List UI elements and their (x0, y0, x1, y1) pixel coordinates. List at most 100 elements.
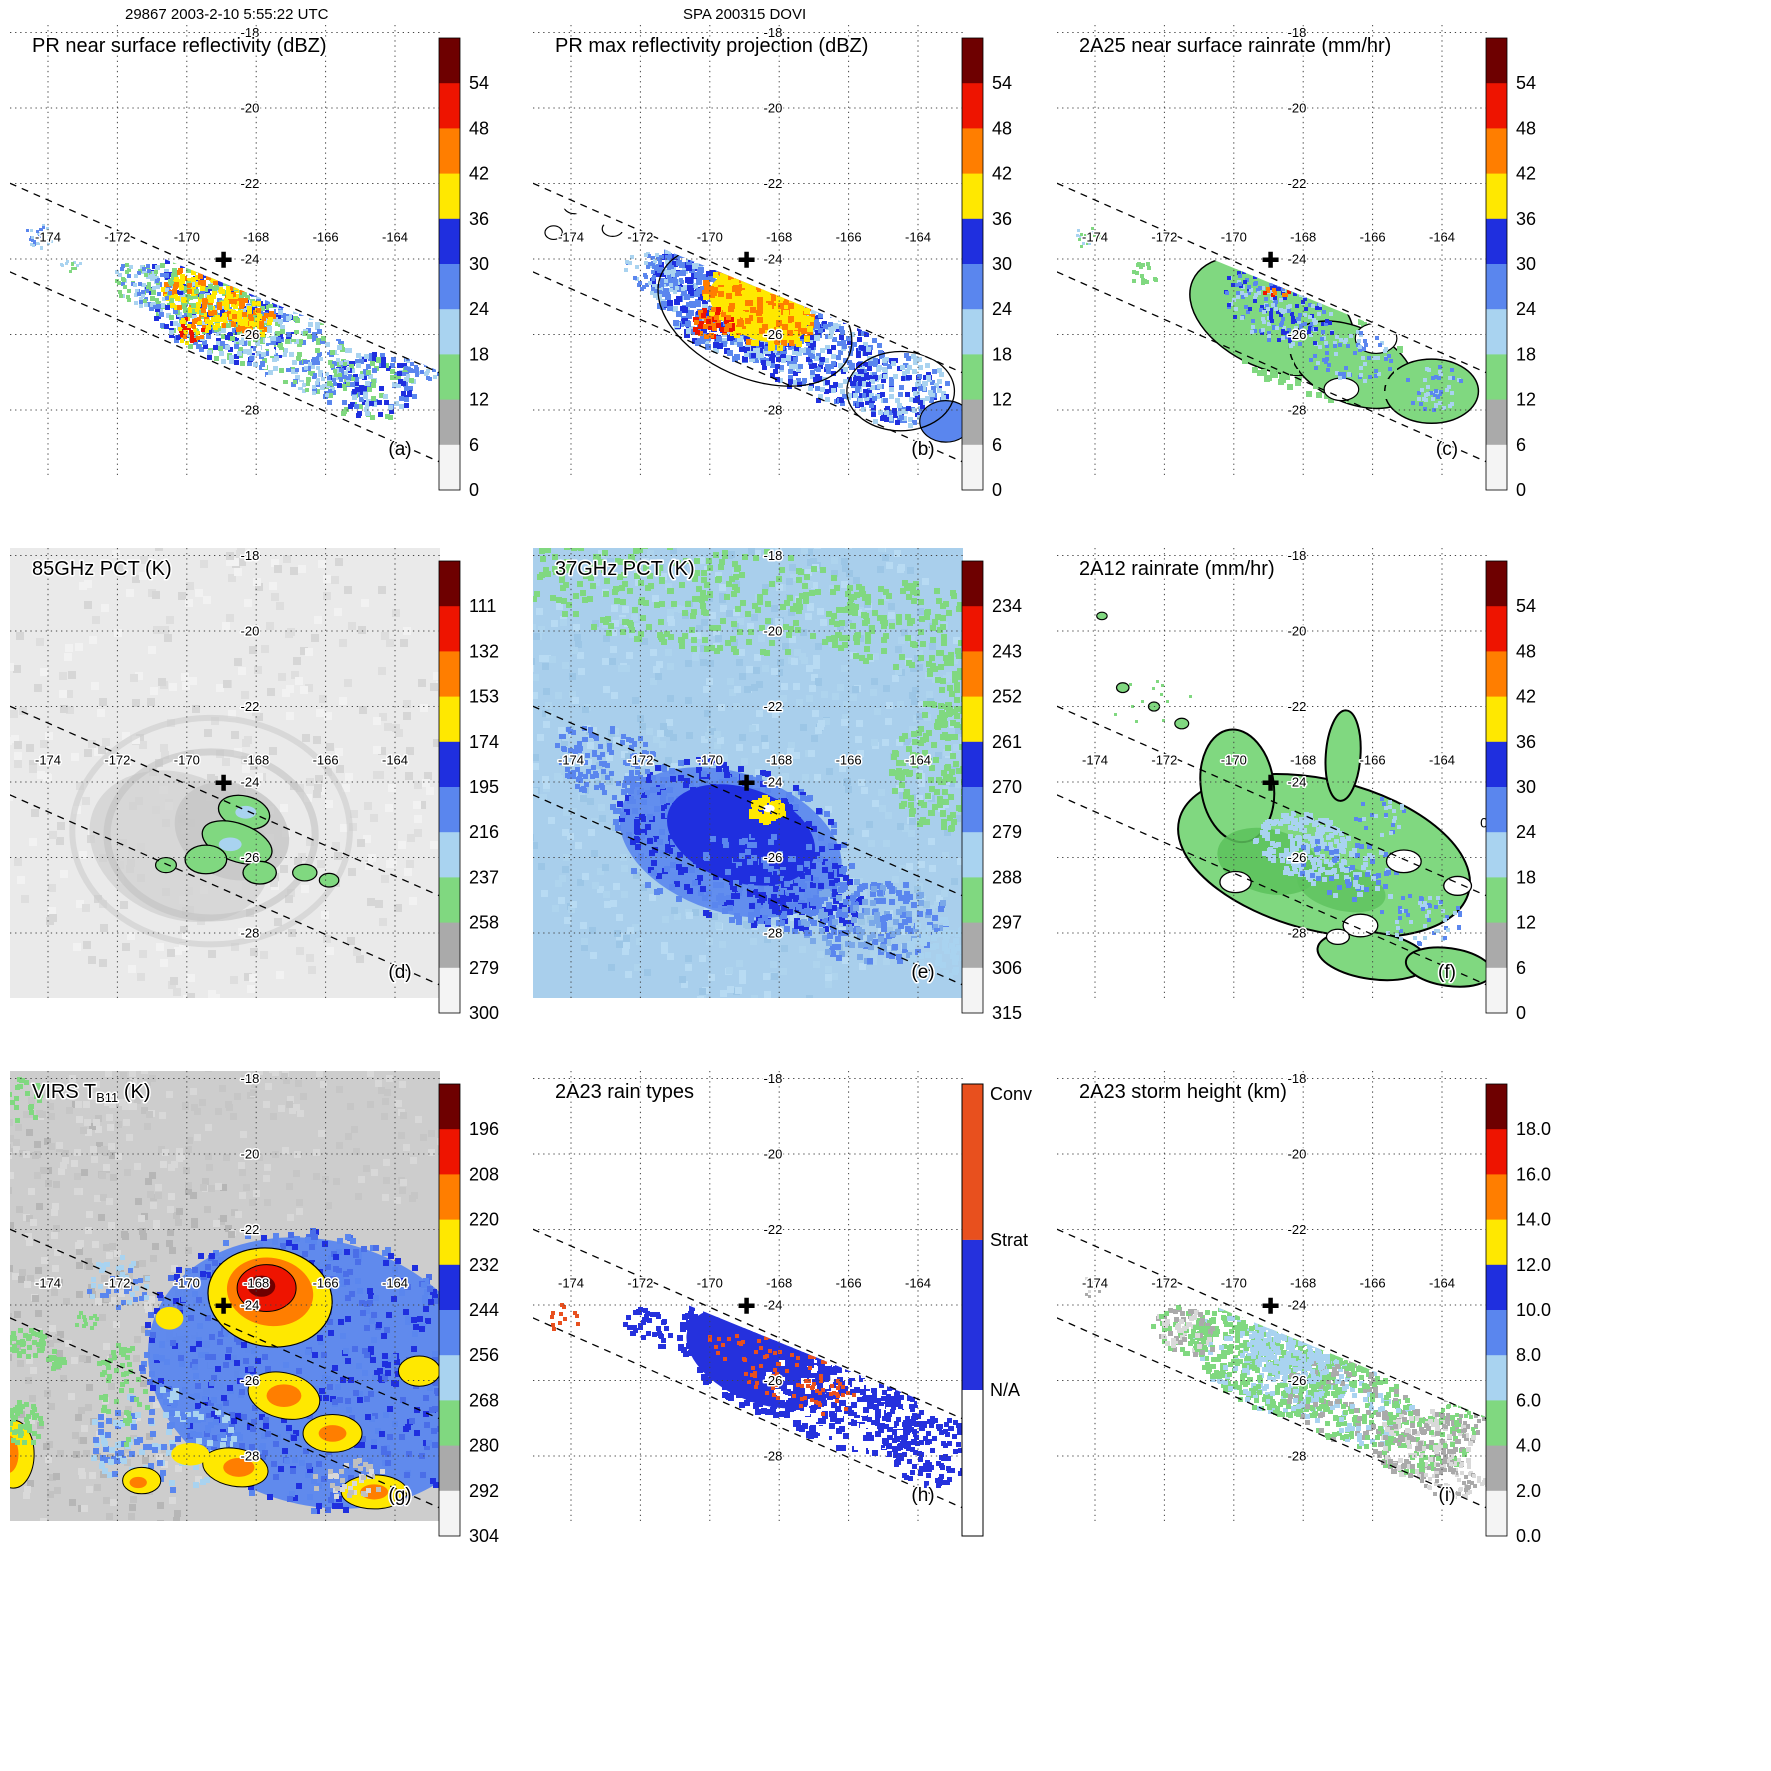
swath-edge-lines (533, 182, 963, 463)
lon-label: -172 (627, 230, 653, 245)
lat-label: -20 (1288, 101, 1307, 116)
colorbar-tick-label: 42 (992, 164, 1012, 184)
lat-label: -24 (1288, 775, 1307, 790)
lat-label: -24 (764, 775, 783, 790)
lon-label: -172 (104, 1276, 130, 1291)
colorbar-tick-label: 42 (469, 164, 489, 184)
lon-label: -174 (558, 753, 584, 768)
panel-letter: (f) (1438, 962, 1456, 983)
lon-label: -166 (1360, 230, 1386, 245)
panel-h: -174 -172 -170 -168 -166 -164 -18 -20 -22 -24 -26 -… (533, 1071, 1053, 1571)
colorbar-tick-label: 54 (469, 73, 489, 93)
panel-c-figure: -174 -172 -170 -168 -166 -164 -18 -20 -22 -24 -26 -… (1057, 25, 1536, 500)
colorbar-tick-label: 6 (469, 435, 479, 455)
lat-label: -28 (1288, 403, 1307, 418)
lat-label: -28 (241, 403, 260, 418)
lat-label: -26 (764, 327, 783, 342)
panel-letter: (c) (1436, 439, 1458, 460)
grid-labels: -174 -172 -170 -168 -166 -164 -18 -20 -22 -24 -26 -… (33, 25, 409, 419)
lon-label: -170 (697, 1276, 723, 1291)
colorbar-tick-label: 42 (1516, 164, 1536, 184)
lat-label: -18 (1288, 548, 1307, 563)
colorbar-tick-label: 280 (469, 1436, 499, 1456)
panel-d-figure: -174 -172 -170 -168 -166 -164 -18 -20 -22 -24 -26 -… (10, 548, 499, 1023)
grid-labels: -174 -172 -170 -168 -166 -164 -18 -20 -22 -24 -26 -… (1080, 1071, 1456, 1465)
lat-label: -26 (1288, 327, 1307, 342)
panel-c: -174 -172 -170 -168 -166 -164 -18 -20 -22 -24 -26 -… (1057, 25, 1577, 525)
colorbar-tick-label: 6.0 (1516, 1390, 1541, 1410)
data-layer (10, 1071, 440, 1521)
lat-label: -20 (241, 1147, 260, 1162)
lon-label: -164 (905, 753, 931, 768)
colorbar-tick-label: 16.0 (1516, 1164, 1551, 1184)
lat-label: -18 (764, 548, 783, 563)
colorbar-tick-label: 279 (992, 822, 1022, 842)
lon-label: -174 (1082, 1276, 1108, 1291)
panel-e-figure: -174 -172 -170 -168 -166 -164 -18 -20 -22 -24 -26 -… (533, 548, 1022, 1023)
header-orbit-title: SPA 200315 DOVI (683, 6, 807, 23)
contour-label: 0 (1480, 814, 1488, 830)
lon-label: -166 (1360, 753, 1386, 768)
colorbar-tick-label: 237 (469, 867, 499, 887)
lat-label: -20 (1288, 1147, 1307, 1162)
swath-edge-lines (10, 182, 440, 463)
colorbar-tick-label: 54 (1516, 73, 1536, 93)
colorbar-tick-label: 48 (992, 118, 1012, 138)
lat-label: -28 (764, 926, 783, 941)
lon-label: -166 (836, 753, 862, 768)
panel-title: PR max reflectivity projection (dBZ) (555, 35, 868, 57)
lon-label: -174 (35, 230, 61, 245)
panel-title: PR near surface reflectivity (dBZ) (32, 35, 327, 57)
lat-label: -26 (241, 327, 260, 342)
panel-a: -174 -172 -170 -168 -166 -164 -18 -20 -22 -24 -26 -… (10, 25, 530, 525)
colorbar-tick-label: 48 (1516, 118, 1536, 138)
colorbar-tick-label: 42 (1516, 687, 1536, 707)
colorbar-tick-label: 18 (1516, 867, 1536, 887)
colorbar-tick-label: 234 (992, 596, 1022, 616)
latlon-grid (1057, 25, 1487, 475)
lon-label: -168 (243, 230, 269, 245)
panel-letter: (d) (388, 962, 411, 983)
colorbar-tick-label: 6 (992, 435, 1002, 455)
colorbar: 111 132 153 174 195 216 237 258 279 300 (438, 560, 499, 1023)
lat-label: -20 (764, 624, 783, 639)
panel-g-figure: -174 -172 -170 -168 -166 -164 -18 -20 -22 -24 -26 -… (10, 1071, 499, 1546)
colorbar-tick-label: 54 (992, 73, 1012, 93)
colorbar-tick-label: 4.0 (1516, 1436, 1541, 1456)
colorbar-tick-label: 12 (469, 390, 489, 410)
panel-letter: (h) (911, 1485, 934, 1506)
lon-label: -168 (1290, 1276, 1316, 1291)
grid-labels: -174 -172 -170 -168 -166 -164 -18 -20 -22 -24 -26 -… (556, 548, 932, 942)
colorbar-tick-label: 258 (469, 913, 499, 933)
latlon-grid (10, 548, 440, 998)
lon-label: -164 (1429, 753, 1455, 768)
colorbar-tick-label: 24 (469, 299, 489, 319)
panel-title: 37GHz PCT (K) (555, 558, 695, 580)
storm-center-marker (215, 1297, 232, 1314)
colorbar-tick-label: 12.0 (1516, 1255, 1551, 1275)
grid-labels: -174 -172 -170 -168 -166 -164 -18 -20 -22 -24 -26 -… (1080, 548, 1456, 942)
lon-label: -168 (243, 753, 269, 768)
lat-label: -20 (241, 101, 260, 116)
lat-label: -28 (241, 926, 260, 941)
lon-label: -164 (1429, 1276, 1455, 1291)
lon-label: -164 (905, 230, 931, 245)
colorbar-tick-label: 288 (992, 867, 1022, 887)
lon-label: -164 (382, 230, 408, 245)
lon-label: -172 (1151, 1276, 1177, 1291)
colorbar-tick-label: 252 (992, 687, 1022, 707)
colorbar-tick-label: 306 (992, 958, 1022, 978)
panel-title: 2A23 storm height (km) (1079, 1081, 1287, 1103)
colorbar-category-label: Strat (990, 1230, 1028, 1250)
colorbar-tick-label: 0.0 (1516, 1526, 1541, 1546)
panel-d: -174 -172 -170 -168 -166 -164 -18 -20 -22 -24 -26 -… (10, 548, 530, 1048)
colorbar-tick-label: 195 (469, 777, 499, 797)
swath-edge-lines (533, 705, 963, 986)
grid-labels: -174 -172 -170 -168 -166 -164 -18 -20 -22 -24 -26 -… (556, 25, 932, 419)
lat-label: -18 (1288, 25, 1307, 40)
lon-label: -172 (627, 1276, 653, 1291)
colorbar-tick-label: 6 (1516, 435, 1526, 455)
storm-center-marker (215, 774, 232, 791)
colorbar-tick-label: 244 (469, 1300, 499, 1320)
swath-edge-lines (1057, 705, 1487, 986)
